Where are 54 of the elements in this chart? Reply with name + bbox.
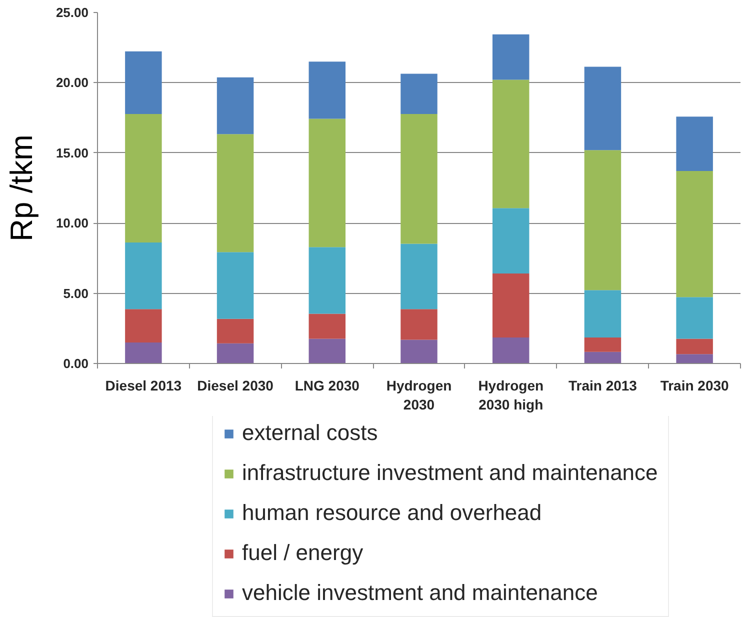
- bar: [584, 66, 622, 150]
- bar: [584, 290, 622, 338]
- bar: [308, 118, 346, 248]
- bar: [400, 74, 438, 114]
- bar: [584, 352, 622, 364]
- bar: [216, 134, 254, 252]
- y-tick-label: 20.00: [56, 75, 89, 90]
- bar: [492, 34, 530, 80]
- x-tick-label: LNG 2030: [294, 378, 360, 394]
- bar: [584, 150, 622, 290]
- bar: [676, 338, 713, 354]
- y-tick-label: 5.00: [63, 286, 89, 301]
- y-tick-label: 10.00: [56, 216, 89, 231]
- bar: [492, 338, 530, 364]
- bar: [216, 318, 254, 344]
- bar: [125, 51, 162, 114]
- legend-label: human resource and overhead: [242, 500, 542, 526]
- bar: [308, 247, 346, 314]
- y-tick-label: 15.00: [56, 145, 89, 160]
- legend-label: vehicle investment and maintenance: [242, 580, 598, 606]
- bar: [676, 354, 713, 364]
- bar: [125, 242, 162, 310]
- bar: [676, 297, 713, 339]
- bar: [400, 244, 438, 310]
- x-tick-label: Train 2013: [568, 378, 638, 394]
- bar: [400, 340, 438, 364]
- x-tick-label: Train 2030: [660, 378, 730, 394]
- bar: [400, 309, 438, 340]
- bar: [216, 343, 254, 364]
- bar: [308, 314, 346, 339]
- bar: [492, 274, 530, 338]
- x-tick-label: Hydrogen 2030 high: [478, 378, 544, 413]
- y-axis-title: Rp /tkm: [4, 134, 39, 242]
- x-tick-label: Hydrogen 2030: [386, 378, 452, 413]
- bar: [676, 171, 713, 298]
- bar: [676, 116, 713, 172]
- bar: [492, 208, 530, 274]
- x-tick-label: Diesel 2013: [105, 378, 182, 394]
- bar: [125, 309, 162, 342]
- legend-label: fuel / energy: [242, 540, 364, 566]
- legend-label: infrastructure investment and maintenance: [242, 460, 658, 486]
- bar: [400, 114, 438, 244]
- bar: [492, 80, 530, 208]
- bar: [125, 114, 162, 242]
- y-tick-label: 25.00: [56, 5, 89, 20]
- x-tick-label: Diesel 2030: [197, 378, 274, 394]
- y-tick-label: 0.00: [63, 356, 89, 371]
- bar: [308, 338, 346, 364]
- bar: [584, 338, 622, 352]
- bar: [125, 342, 162, 364]
- bar: [308, 62, 346, 119]
- bar: [216, 77, 254, 134]
- bar: [216, 252, 254, 319]
- legend-label: external costs: [242, 420, 378, 446]
